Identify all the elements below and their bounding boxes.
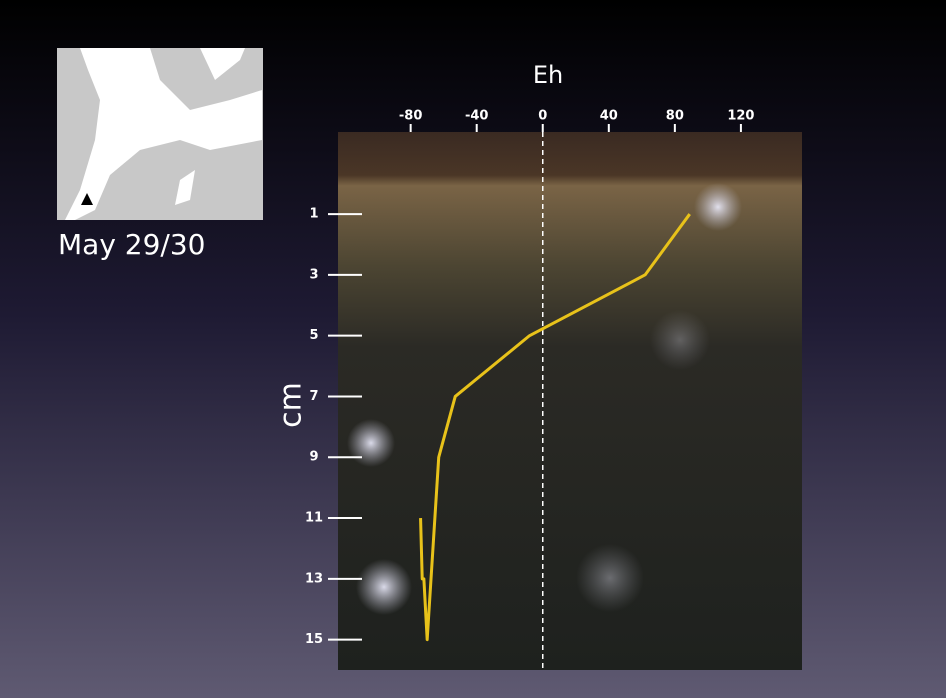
glare xyxy=(650,310,710,370)
page: May 29/30 Eh cm -80-40040801201357911131… xyxy=(0,0,946,698)
y-tick-label: 5 xyxy=(309,328,318,343)
y-tick-label: 9 xyxy=(309,450,318,465)
x-tick-label: 120 xyxy=(727,109,754,124)
x-tick-label: 80 xyxy=(666,109,684,124)
glare xyxy=(356,559,412,615)
y-tick-label: 13 xyxy=(305,571,323,586)
chart: May 29/30 Eh cm -80-40040801201357911131… xyxy=(0,0,946,698)
y-tick-label: 7 xyxy=(309,389,318,404)
x-tick-label: 40 xyxy=(600,109,618,124)
y-tick-label: 3 xyxy=(309,267,318,282)
annotation: May 29/30 xyxy=(58,228,205,261)
x-tick-label: -80 xyxy=(399,109,423,124)
chart-title: Eh xyxy=(533,61,563,89)
glare xyxy=(347,419,395,467)
y-tick-label: 1 xyxy=(309,207,318,222)
y-axis-label: cm xyxy=(274,382,309,428)
x-tick-label: 0 xyxy=(538,109,547,124)
y-tick-label: 15 xyxy=(305,632,323,647)
glare xyxy=(576,544,644,612)
y-tick-label: 11 xyxy=(305,511,323,526)
x-tick-label: -40 xyxy=(465,109,489,124)
map-inset xyxy=(57,48,263,220)
glare xyxy=(694,183,742,231)
